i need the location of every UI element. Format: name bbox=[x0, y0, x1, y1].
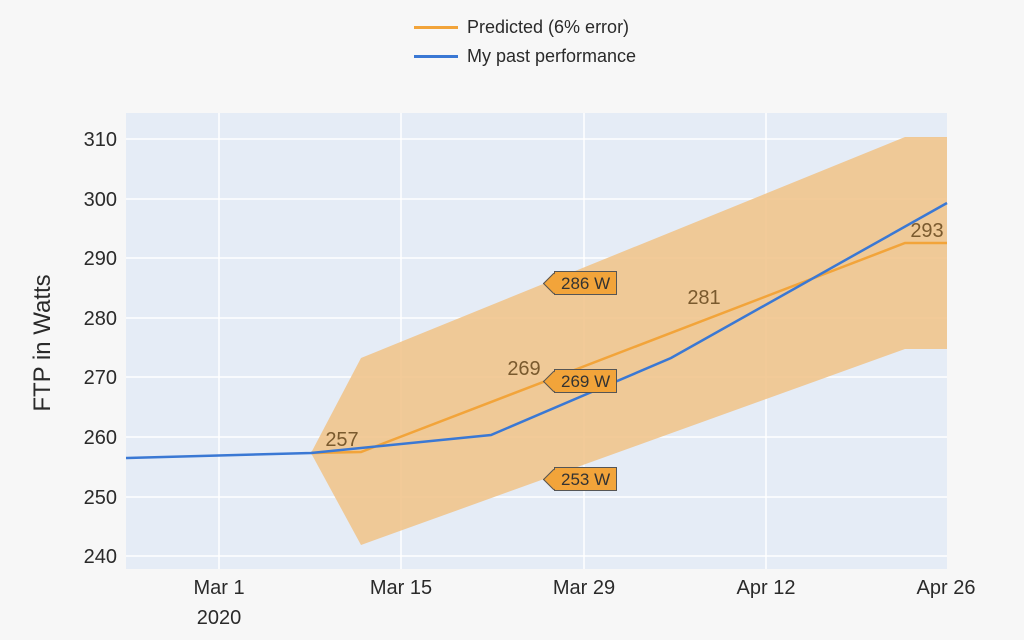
y-axis-label: FTP in Watts bbox=[29, 274, 56, 411]
y-tick: 290 bbox=[84, 248, 117, 270]
annotation-269: 269 bbox=[507, 358, 540, 380]
prediction-error-band bbox=[311, 137, 947, 545]
x-tick: Apr 12 bbox=[737, 577, 796, 599]
hover-label-upper: 286 W bbox=[554, 271, 618, 295]
y-tick: 250 bbox=[84, 487, 117, 509]
legend: Predicted (6% error) My past performance bbox=[414, 13, 636, 71]
y-tick: 240 bbox=[84, 546, 117, 568]
legend-item-predicted[interactable]: Predicted (6% error) bbox=[414, 13, 636, 42]
predicted-line[interactable] bbox=[310, 241, 947, 455]
x-tick: Apr 26 bbox=[917, 577, 976, 599]
y-tick: 300 bbox=[84, 189, 117, 211]
y-tick: 280 bbox=[84, 308, 117, 330]
legend-label: Predicted (6% error) bbox=[467, 17, 630, 37]
x-tick-year: 2020 bbox=[197, 607, 242, 629]
x-tick: Mar 15 bbox=[370, 577, 432, 599]
annotation-281: 281 bbox=[687, 287, 720, 309]
legend-swatch-orange bbox=[414, 26, 458, 29]
legend-label: My past performance bbox=[467, 46, 637, 66]
past-performance-line[interactable] bbox=[125, 201, 948, 460]
y-tick: 270 bbox=[84, 367, 117, 389]
x-axis-ticks: Mar 1 2020 Mar 15 Mar 29 Apr 12 Apr 26 bbox=[193, 577, 975, 629]
x-tick: Mar 1 bbox=[193, 577, 244, 599]
annotation-293: 293 bbox=[910, 220, 943, 242]
x-tick: Mar 29 bbox=[553, 577, 615, 599]
legend-item-past-performance[interactable]: My past performance bbox=[414, 42, 636, 71]
annotation-257: 257 bbox=[325, 429, 358, 451]
hover-label-mid: 269 W bbox=[554, 369, 618, 393]
legend-swatch-blue bbox=[414, 55, 458, 58]
y-tick: 260 bbox=[84, 427, 117, 449]
y-axis-ticks: 310 300 290 280 270 260 250 240 bbox=[84, 129, 117, 568]
y-tick: 310 bbox=[84, 129, 117, 151]
hover-label-lower: 253 W bbox=[554, 467, 618, 491]
